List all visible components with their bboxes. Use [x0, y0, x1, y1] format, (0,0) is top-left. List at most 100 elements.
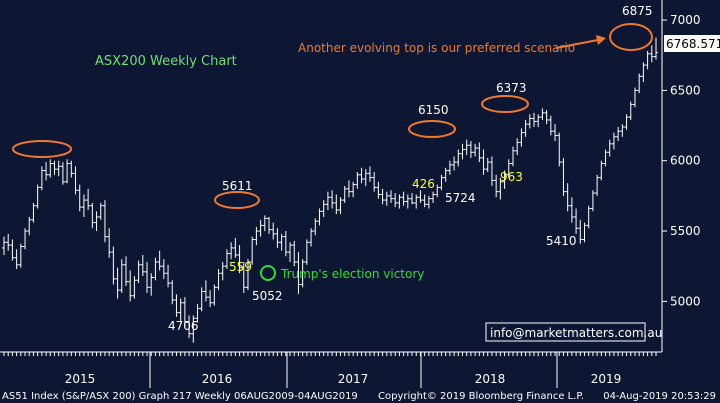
ohlc-bar — [216, 269, 221, 291]
ohlc-bar — [233, 238, 238, 258]
last-price-box — [664, 35, 720, 52]
footer-center: Copyright© 2019 Bloomberg Finance L.P. — [378, 391, 584, 402]
ohlc-bar — [346, 180, 351, 198]
ohlc-bar — [519, 128, 524, 147]
ohlc-bar — [275, 228, 280, 248]
ohlc-bars — [2, 37, 658, 343]
ohlc-bar — [565, 183, 570, 212]
ohlc-bar — [81, 194, 86, 217]
contact-box — [485, 322, 646, 342]
move-label-559: 559 — [229, 260, 252, 274]
ohlc-bar — [536, 114, 541, 127]
ohlc-bar — [304, 239, 309, 265]
ohlc-bar — [414, 194, 419, 209]
x-year-label: 2019 — [591, 372, 622, 386]
peak-label-2019: 6875 — [622, 4, 653, 18]
trough-label-2016: 4706 — [168, 319, 199, 333]
ohlc-bar — [393, 193, 398, 208]
ohlc-bar — [586, 205, 591, 229]
ohlc-bar — [60, 162, 65, 185]
election-marker — [260, 265, 276, 281]
ohlc-bar — [380, 188, 385, 205]
ohlc-bar — [220, 261, 225, 281]
ohlc-bar — [498, 177, 503, 200]
top-ellipse-2016 — [214, 191, 260, 209]
ohlc-bar — [317, 208, 322, 226]
ohlc-bar — [178, 298, 183, 322]
ohlc-bar — [195, 304, 200, 323]
ohlc-bar — [321, 200, 326, 217]
ohlc-bar — [418, 190, 423, 203]
ohlc-bar — [510, 146, 515, 167]
ohlc-bar — [544, 110, 549, 125]
ohlc-bar — [296, 252, 301, 295]
ohlc-bar — [477, 142, 482, 163]
ohlc-bar — [292, 240, 297, 267]
scenario-annotation: Another evolving top is our preferred sc… — [298, 41, 575, 55]
y-tick-label: 6000 — [670, 154, 701, 168]
ohlc-bar — [355, 171, 360, 189]
ohlc-bar — [14, 249, 19, 270]
ohlc-bar — [267, 216, 272, 234]
ohlc-bar — [473, 143, 478, 157]
ohlc-bar — [94, 211, 99, 232]
peak-label-2016: 5611 — [222, 179, 253, 193]
top-ellipse-2019 — [609, 23, 653, 51]
ohlc-bar — [620, 124, 625, 137]
ohlc-bar — [582, 222, 587, 243]
trough-label-2018a: 5724 — [445, 191, 476, 205]
ohlc-bar — [561, 157, 566, 196]
ohlc-bar — [527, 114, 532, 129]
ohlc-bar — [616, 126, 621, 142]
ohlc-bar — [485, 157, 490, 172]
ohlc-bar — [44, 162, 49, 181]
ohlc-bar — [283, 231, 288, 257]
y-tick-label: 5000 — [670, 294, 701, 308]
ohlc-bar — [397, 194, 402, 209]
y-tick-label: 5500 — [670, 224, 701, 238]
ohlc-bar — [90, 202, 95, 229]
ohlc-bar — [464, 139, 469, 156]
ohlc-bar — [56, 160, 61, 177]
ohlc-bar — [18, 243, 23, 268]
ohlc-bar — [603, 149, 608, 167]
top-ellipse-2018 — [481, 95, 529, 113]
election-annotation: Trump's election victory — [280, 267, 424, 281]
y-tick-label: 6500 — [670, 83, 701, 97]
ohlc-bar — [481, 149, 486, 175]
ohlc-bar — [73, 166, 78, 195]
ohlc-bar — [31, 202, 36, 223]
ohlc-bar — [288, 242, 293, 262]
ohlc-bar — [342, 186, 347, 203]
ohlc-bar — [557, 132, 562, 167]
scenario-arrow-shaft — [555, 39, 599, 49]
trough-label-election: 5052 — [252, 289, 283, 303]
ohlc-bar — [654, 37, 658, 60]
ohlc-bar — [363, 169, 368, 187]
ohlc-bar — [48, 159, 53, 178]
contact-label: info@marketmatters.com.au — [490, 326, 662, 340]
ohlc-bar — [351, 181, 356, 198]
ohlc-bar — [649, 45, 654, 63]
ohlc-bar — [548, 115, 553, 136]
ohlc-bar — [166, 264, 171, 288]
ohlc-bar — [241, 261, 246, 293]
ohlc-bar — [262, 215, 267, 232]
ohlc-bar — [553, 124, 558, 142]
ohlc-bar — [208, 290, 213, 307]
ohlc-bar — [128, 270, 133, 302]
peak-label-2018: 6373 — [496, 81, 527, 95]
y-tick-label: 7000 — [670, 13, 701, 27]
ohlc-bar — [431, 191, 436, 203]
ohlc-bar — [330, 190, 335, 209]
footer-left: AS51 Index (S&P/ASX 200) Graph 217 Weekl… — [2, 391, 358, 402]
ohlc-bar — [456, 149, 461, 167]
ohlc-bar — [145, 261, 150, 293]
ohlc-bar — [410, 193, 415, 205]
ohlc-bar — [300, 259, 305, 288]
ohlc-bar — [595, 174, 600, 196]
top-ellipse-2017 — [408, 120, 456, 138]
ohlc-bar — [384, 191, 389, 206]
ohlc-bar — [115, 267, 120, 299]
ohlc-bar — [426, 195, 431, 209]
